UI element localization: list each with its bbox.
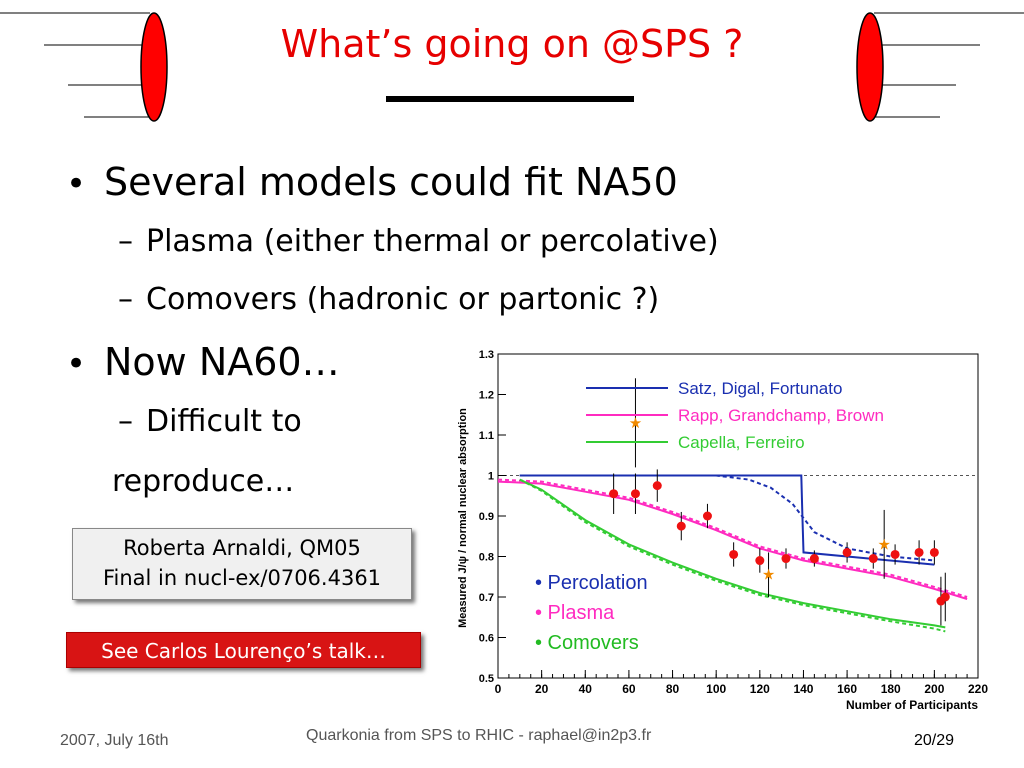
x-tick-label: 20 bbox=[535, 682, 549, 696]
chart-y-axis-label: Measured J/ψ / normal nuclear absorption bbox=[457, 408, 469, 628]
x-tick-label: 120 bbox=[750, 682, 770, 696]
data-point bbox=[809, 554, 819, 564]
chart-x-axis-label: Number of Participants bbox=[846, 698, 978, 712]
sub-bullet-text: Comovers (hadronic or partonic ?) bbox=[146, 282, 660, 317]
series-line-dashed bbox=[519, 478, 946, 633]
data-point bbox=[676, 521, 686, 531]
chart-legend: Satz, Digal, Fortunato Rapp, Grandchamp, … bbox=[535, 379, 884, 654]
y-tick-label: 1.1 bbox=[479, 430, 494, 442]
sub-bullet-marker: – bbox=[118, 282, 133, 317]
data-point bbox=[890, 549, 900, 559]
series-line-dashed bbox=[497, 478, 968, 598]
decoration-left bbox=[0, 12, 168, 122]
series-line bbox=[519, 478, 946, 629]
bullet-2: • Now NA60… bbox=[0, 340, 440, 390]
y-tick-label: 0.7 bbox=[479, 592, 494, 604]
sub-bullet-3-continued: reproduce… bbox=[0, 464, 440, 504]
bullet-marker: • bbox=[66, 164, 87, 204]
data-point bbox=[940, 592, 950, 602]
y-tick-label: 1 bbox=[488, 471, 494, 483]
see-talk-button[interactable]: See Carlos Lourenço’s talk… bbox=[66, 632, 421, 668]
footer-title: Quarkonia from SPS to RHIC - raphael@in2… bbox=[306, 727, 652, 744]
bullet-marker: • bbox=[66, 344, 87, 384]
legend-entry: Rapp, Grandchamp, Brown bbox=[678, 406, 884, 425]
data-point bbox=[929, 547, 939, 557]
x-tick-label: 100 bbox=[706, 682, 726, 696]
y-tick-label: 0.6 bbox=[479, 633, 494, 645]
chart-data-points: ★ ★ ★ bbox=[609, 378, 950, 626]
data-point bbox=[609, 489, 619, 499]
model-label: • Percolation bbox=[535, 572, 648, 594]
title-underline bbox=[386, 96, 634, 102]
star-data-point: ★ bbox=[762, 567, 775, 584]
y-tick-label: 1.2 bbox=[479, 390, 494, 402]
data-point bbox=[729, 549, 739, 559]
footer-page-number: 20/29 bbox=[914, 732, 955, 749]
star-data-point: ★ bbox=[629, 415, 642, 432]
data-point bbox=[702, 511, 712, 521]
sub-bullet-3: – Difficult to bbox=[0, 404, 440, 444]
chart-frame bbox=[497, 353, 979, 679]
y-tick-label: 0.8 bbox=[479, 552, 494, 564]
chart-model-curves bbox=[497, 474, 968, 633]
x-tick-label: 80 bbox=[666, 682, 680, 696]
legend-entry: Satz, Digal, Fortunato bbox=[678, 379, 842, 398]
data-point bbox=[652, 481, 662, 491]
sub-bullet-2: – Comovers (hadronic or partonic ?) bbox=[0, 282, 900, 322]
x-tick-label: 220 bbox=[968, 682, 988, 696]
sub-bullet-1: – Plasma (either thermal or percolative) bbox=[0, 224, 900, 264]
na60-chart: 0 20 40 60 80 100 120 140 160 180 200 220 0.5 0.6 0.7 0… bbox=[457, 349, 989, 712]
data-point bbox=[914, 547, 924, 557]
x-tick-label: 60 bbox=[622, 682, 636, 696]
x-tick-label: 200 bbox=[924, 682, 944, 696]
reference-paper: Final in nucl-ex/0706.4361 bbox=[102, 566, 382, 590]
y-tick-label: 1.3 bbox=[479, 349, 494, 361]
model-label: • Plasma bbox=[535, 602, 615, 624]
reference-box: Roberta Arnaldi, QM05 Final in nucl-ex/0… bbox=[72, 528, 412, 600]
reference-author: Roberta Arnaldi, QM05 bbox=[123, 536, 361, 560]
x-tick-label: 0 bbox=[495, 682, 502, 696]
bullet-1: • Several models could fit NA50 bbox=[0, 160, 678, 210]
series-line bbox=[497, 480, 968, 600]
series-line-dashed bbox=[519, 474, 935, 562]
y-tick-label: 0.5 bbox=[479, 673, 494, 685]
chart-ticks: 0 20 40 60 80 100 120 140 160 180 200 220 0.5 0.6 0.7 0… bbox=[479, 349, 989, 696]
x-tick-label: 180 bbox=[881, 682, 901, 696]
data-point bbox=[842, 547, 852, 557]
decoration-right bbox=[856, 12, 1024, 122]
footer-date: 2007, July 16th bbox=[60, 732, 169, 749]
sub-bullet-text: Plasma (either thermal or percolative) bbox=[146, 224, 719, 259]
slide-title: What’s going on @SPS ? bbox=[280, 22, 744, 66]
plot-frame bbox=[497, 353, 979, 679]
x-tick-label: 140 bbox=[793, 682, 813, 696]
data-point bbox=[868, 554, 878, 564]
bullet-text: Now NA60… bbox=[104, 340, 340, 384]
x-tick-label: 160 bbox=[837, 682, 857, 696]
y-tick-label: 0.9 bbox=[479, 511, 494, 523]
data-point bbox=[755, 556, 765, 566]
sub-bullet-marker: – bbox=[118, 404, 133, 439]
x-tick-label: 40 bbox=[579, 682, 593, 696]
model-label: • Comovers bbox=[535, 632, 639, 654]
sub-bullet-marker: – bbox=[118, 224, 133, 259]
bullet-text: Several models could fit NA50 bbox=[104, 160, 678, 204]
legend-entry: Capella, Ferreiro bbox=[678, 433, 805, 452]
sub-bullet-text: Difficult to bbox=[146, 404, 302, 439]
data-point bbox=[630, 489, 640, 499]
sub-bullet-text: reproduce… bbox=[112, 464, 295, 499]
data-point bbox=[781, 554, 791, 564]
star-data-point: ★ bbox=[877, 536, 890, 553]
